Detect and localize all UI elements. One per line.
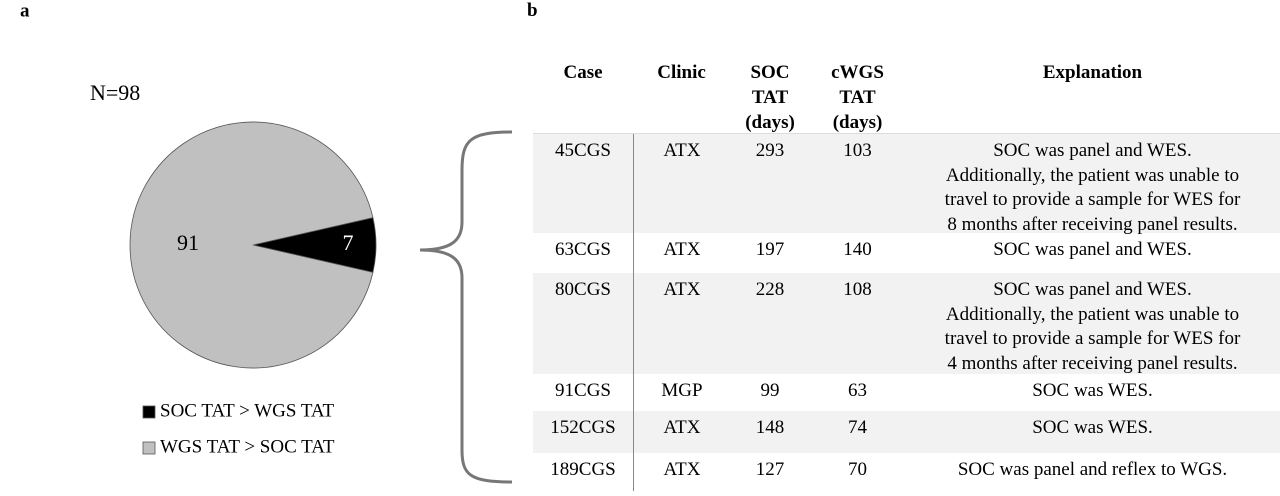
column-header: Clinic	[657, 62, 706, 83]
explanation-cell: SOC was panel and WES. Additionally, the …	[905, 134, 1280, 235]
explanation-cell: SOC was panel and WES. Additionally, the …	[905, 273, 1280, 374]
table-cell: 63	[848, 380, 867, 401]
panel-label: b	[527, 0, 538, 21]
explanation-line: Additionally, the patient was unable to	[945, 303, 1240, 325]
table-cell: 70	[848, 459, 867, 480]
table-row: 80CGS ATX 228 108 SOC was panel and WES. Addi…	[533, 273, 1280, 374]
table-cell: ATX	[633, 453, 730, 491]
table-row: 91CGS MGP 99 63 SOC was WES.	[533, 374, 1280, 411]
column-header: Explanation	[1042, 62, 1143, 83]
table-cell: 91CGS	[555, 380, 611, 401]
table-cell: 228	[755, 279, 785, 300]
table-cell: 152CGS	[550, 417, 616, 438]
explanation-cell: SOC was panel and WES.	[905, 233, 1280, 273]
table-row: 152CGS ATX 148 74 SOC was WES.	[533, 411, 1280, 453]
legend-swatch	[142, 441, 156, 455]
table-cell: MGP	[633, 374, 730, 411]
table-cell: 189CGS	[550, 459, 616, 480]
table-cell: 103	[843, 140, 872, 161]
table-cell: 148	[755, 417, 785, 438]
pie-panel: a N=98 7 91 SOC TAT > WGS TAT WGS TAT > SOC…	[20, 0, 513, 484]
explanation-line: travel to provide a sample for WES for	[944, 189, 1241, 210]
table-cell: ATX	[633, 411, 730, 453]
table: Case Clinic SOC TAT (days) cWGS TAT (days) E…	[533, 60, 1280, 491]
table-cell: 293	[755, 140, 785, 161]
table-cell: 74	[848, 417, 867, 438]
column-header: cWGS TAT (days)	[831, 62, 884, 133]
legend-label: WGS TAT > SOC TAT	[160, 436, 335, 457]
table-cell: 140	[843, 239, 872, 260]
legend-swatch	[142, 405, 156, 419]
explanation-line: SOC was WES.	[1032, 417, 1153, 438]
explanation-cell: SOC was WES.	[905, 411, 1280, 453]
legend-label: SOC TAT > WGS TAT	[160, 400, 335, 421]
table-row: 45CGS ATX 293 103 SOC was panel and WES. Addi…	[533, 134, 1280, 235]
value-label: 91	[177, 230, 199, 255]
table-cell: 63CGS	[555, 239, 611, 260]
explanation-line: travel to provide a sample for WES for	[944, 328, 1241, 349]
explanation-line: SOC was panel and WES.	[993, 140, 1192, 161]
table-row: 63CGS ATX 197 140 SOC was panel and WES.	[533, 233, 1280, 273]
explanation-line: SOC was panel and WES.	[993, 279, 1192, 300]
explanation-line: SOC was panel and WES.	[993, 239, 1192, 260]
table-cell: 45CGS	[555, 140, 611, 161]
explanation-line: Additionally, the patient was unable to	[945, 164, 1240, 186]
explanation-cell: SOC was WES.	[905, 374, 1280, 411]
table-cell: 80CGS	[555, 279, 611, 300]
header-row: Case Clinic SOC TAT (days) cWGS TAT (days) E…	[533, 60, 1280, 134]
table-cell: 99	[760, 380, 780, 401]
table-cell: 197	[755, 239, 785, 260]
table-cell: ATX	[633, 233, 730, 273]
explanation-line: 4 months after receiving panel results.	[947, 352, 1238, 374]
explanation-line: SOC was WES.	[1032, 380, 1153, 401]
pie-slice	[129, 121, 374, 369]
table-cell: ATX	[633, 134, 730, 233]
explanation-line: 8 months after receiving panel results.	[947, 213, 1238, 235]
chart-title: N=98	[90, 80, 140, 105]
explanation-line: SOC was panel and reflex to WGS.	[957, 459, 1228, 480]
panel-label: a	[20, 0, 30, 21]
column-header: SOC TAT (days)	[745, 62, 795, 133]
column-header: Case	[563, 62, 603, 83]
value-label: 7	[343, 230, 354, 255]
brace	[419, 130, 513, 484]
table-cell: 127	[755, 459, 785, 480]
explanation-cell: SOC was panel and reflex to WGS.	[905, 453, 1280, 491]
table-cell: ATX	[633, 273, 730, 374]
table-row: 189CGS ATX 127 70 SOC was panel and reflex t…	[533, 453, 1280, 491]
table-cell: 108	[843, 279, 872, 300]
